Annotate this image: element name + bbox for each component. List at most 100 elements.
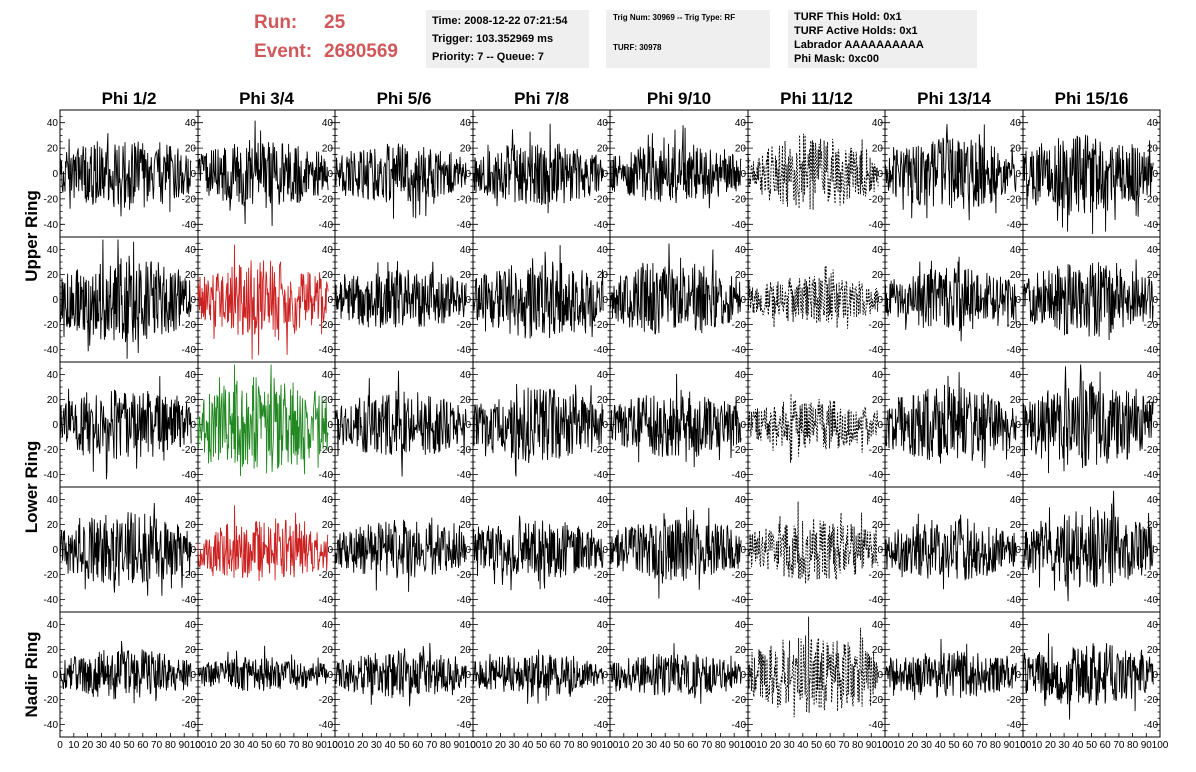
y-tick-label-right: 20	[185, 144, 197, 155]
time-trigger-info-box: Time: 2008-12-22 07:21:54 Trigger: 103.3…	[426, 10, 589, 68]
x-tick-label: 40	[660, 740, 672, 751]
y-tick-label-right: 0	[190, 169, 196, 180]
y-tick-label-right: -20	[594, 570, 609, 581]
x-tick-label: 60	[687, 740, 699, 751]
column-header-phi-5-6: Phi 5/6	[377, 89, 432, 108]
y-tick-label-right: 0	[1152, 670, 1158, 681]
x-tick-label: 70	[701, 740, 713, 751]
y-tick-label-right: 0	[190, 545, 196, 556]
y-tick-label-right: -20	[869, 570, 884, 581]
y-tick-label-right: -40	[457, 470, 472, 481]
x-tick-label: 60	[825, 740, 837, 751]
y-tick-label-left: -40	[44, 220, 59, 231]
y-tick-label-right: 20	[597, 645, 609, 656]
y-tick-label-right: 40	[185, 118, 197, 129]
x-tick-label: 0	[332, 740, 338, 751]
waveform-panels: -40 -40 -20 -20 0 0 20 20 40 40 -40 -20 0 20 40 -40 -20 0…	[44, 109, 1169, 751]
time-text: Time: 2008-12-22 07:21:54	[432, 15, 568, 27]
x-tick-marks	[1022, 733, 1161, 737]
waveform-trace	[334, 517, 467, 592]
x-tick-label: 100	[740, 740, 757, 751]
y-tick-label-right: -20	[319, 320, 334, 331]
y-tick-label-right: 0	[327, 169, 333, 180]
y-tick-label-right: -40	[1007, 345, 1022, 356]
y-tick-label-left: -40	[44, 345, 59, 356]
y-tick-label-right: -40	[1007, 720, 1022, 731]
run-value: 25	[324, 12, 346, 33]
x-tick-label: 0	[1020, 740, 1026, 751]
x-tick-label: 40	[247, 740, 259, 751]
panel-r1-phi-3-4: -40 -20 0 20 40	[197, 109, 336, 238]
y-tick-label-right: -40	[869, 345, 884, 356]
x-tick-label: 30	[1059, 740, 1071, 751]
turf-active-holds-text: TURF Active Holds: 0x1	[794, 25, 918, 37]
y-tick-label-right: 0	[1152, 295, 1158, 306]
x-tick-marks	[197, 733, 336, 737]
waveform-trace	[334, 642, 467, 707]
x-tick-label: 0	[57, 740, 63, 751]
y-tick-label-right: -20	[1144, 445, 1159, 456]
y-tick-label-right: 40	[735, 245, 747, 256]
x-tick-label: 80	[577, 740, 589, 751]
panel-r2-phi-1-2: -40 -40 -20 -20 0 0 20 20 40 40	[44, 236, 199, 363]
y-tick-label-right: 40	[1010, 118, 1022, 129]
y-tick-label-right: 20	[872, 645, 884, 656]
y-tick-label-right: -20	[1007, 194, 1022, 205]
waveform-trace	[59, 133, 192, 217]
x-tick-label: 20	[907, 740, 919, 751]
x-tick-label: 50	[811, 740, 823, 751]
waveform-trace	[1022, 134, 1154, 234]
x-tick-label: 10	[1031, 740, 1043, 751]
x-tick-label: 90	[866, 740, 878, 751]
y-tick-label-right: 0	[740, 420, 746, 431]
column-header-phi-7-8: Phi 7/8	[514, 89, 569, 108]
panel-r1-phi-13-14: -40 -20 0 20 40	[884, 109, 1024, 238]
y-tick-label-right: -20	[732, 445, 747, 456]
y-tick-label-right: -20	[869, 445, 884, 456]
y-tick-label-left: -20	[44, 445, 59, 456]
y-tick-label-right: 40	[1010, 245, 1022, 256]
y-tick-label-left: -40	[44, 720, 59, 731]
x-tick-label: 40	[1072, 740, 1084, 751]
x-tick-label: 20	[770, 740, 782, 751]
y-tick-label-right: 40	[735, 118, 747, 129]
y-tick-label-right: -40	[732, 595, 747, 606]
y-tick-label-right: 40	[597, 245, 609, 256]
y-tick-label-left: 20	[47, 395, 59, 406]
panel-r1-phi-1-2: -40 -40 -20 -20 0 0 20 20 40 40	[44, 109, 199, 238]
y-tick-label-right: -40	[594, 470, 609, 481]
priority-queue-text: Priority: 7 -- Queue: 7	[432, 51, 544, 63]
event-line: Event: 2680569	[254, 37, 398, 66]
y-tick-label-right: 20	[322, 520, 334, 531]
panel-frame	[884, 109, 1024, 238]
y-tick-label-right: -20	[732, 194, 747, 205]
y-tick-label-right: 0	[1015, 295, 1021, 306]
run-line: Run: 25	[254, 8, 398, 37]
x-tick-label: 70	[426, 740, 438, 751]
y-tick-label-right: 20	[1147, 270, 1159, 281]
x-tick-label: 70	[563, 740, 575, 751]
y-tick-label-right: 0	[1152, 420, 1158, 431]
y-tick-label-right: -40	[319, 595, 334, 606]
y-tick-label-right: 40	[872, 370, 884, 381]
x-tick-label: 50	[123, 740, 135, 751]
x-tick-label: 90	[179, 740, 191, 751]
y-tick-label-right: 40	[185, 370, 197, 381]
y-tick-label-right: -40	[457, 595, 472, 606]
y-tick-label-right: -40	[594, 595, 609, 606]
panel-frame	[334, 611, 474, 738]
y-tick-marks	[610, 486, 748, 613]
y-tick-label-left: -20	[44, 194, 59, 205]
y-tick-label-right: 20	[1010, 520, 1022, 531]
x-tick-label: 70	[151, 740, 163, 751]
y-tick-label-left: 20	[47, 645, 59, 656]
y-tick-label-left: 20	[47, 144, 59, 155]
x-tick-label: 100	[465, 740, 482, 751]
waveform-trace	[334, 143, 467, 219]
x-tick-label: 10	[206, 740, 218, 751]
waveform-trace	[59, 640, 192, 704]
y-tick-label-right: 40	[597, 620, 609, 631]
x-tick-label: 40	[797, 740, 809, 751]
